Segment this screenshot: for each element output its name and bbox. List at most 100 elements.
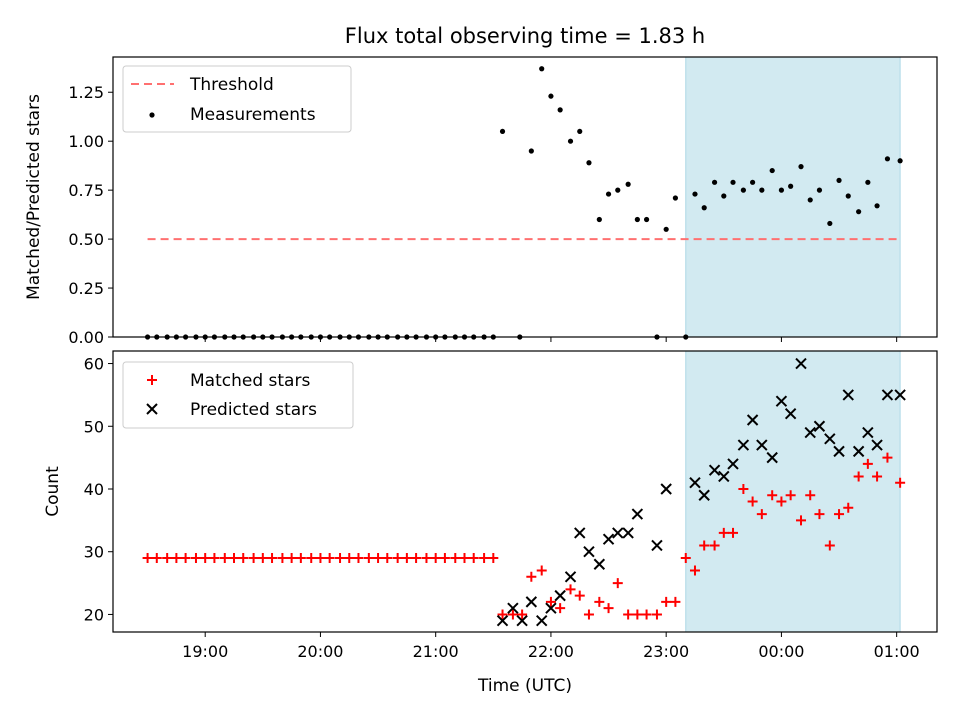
matched-star-point — [151, 552, 162, 563]
matched-star-point — [209, 552, 220, 563]
measurement-point — [625, 181, 631, 187]
matched-star-point — [401, 552, 412, 563]
predicted-star-point — [689, 477, 701, 489]
matched-star-point — [439, 552, 450, 563]
predicted-star-point — [602, 533, 615, 545]
predicted-star-point — [871, 439, 883, 451]
measurement-point — [615, 187, 621, 193]
measurement-point — [539, 66, 545, 72]
predicted-star-point — [631, 508, 644, 520]
matched-star-point — [862, 458, 873, 469]
measurement-point — [769, 167, 775, 174]
measurement-point — [807, 197, 813, 203]
measurement-point — [759, 187, 765, 193]
matched-star-point — [295, 552, 306, 563]
matched-star-point — [536, 565, 547, 576]
measurement-point — [897, 158, 903, 164]
matched-star-point — [776, 496, 787, 507]
matched-star-point — [459, 552, 470, 563]
predicted-star-point — [842, 389, 854, 401]
measurement-point — [816, 187, 823, 193]
matched-star-point — [583, 609, 594, 620]
y-tick-label: 40 — [84, 480, 104, 499]
measurement-point — [836, 177, 842, 183]
matched-star-point — [747, 496, 758, 507]
matched-star-point — [421, 552, 432, 563]
x-tick-label: 00:00 — [758, 642, 804, 661]
predicted-star-point — [660, 483, 672, 495]
measurement-point — [663, 226, 669, 232]
predicted-star-point — [525, 596, 538, 608]
matched-star-point — [267, 552, 278, 563]
predicted-star-point — [813, 420, 826, 432]
legend-matched-swatch — [147, 375, 157, 385]
predicted-star-point — [804, 426, 816, 439]
measurement-point — [711, 179, 718, 185]
matched-star-point — [824, 540, 835, 551]
matched-star-point — [843, 502, 854, 513]
matched-star-point — [718, 527, 729, 538]
matched-star-point — [709, 540, 720, 551]
x-tick-label: 20:00 — [297, 642, 343, 661]
measurement-point — [874, 203, 880, 209]
matched-star-point — [641, 609, 652, 620]
predicted-star-point — [775, 395, 788, 407]
matched-star-point — [612, 578, 623, 589]
matched-star-point — [238, 552, 249, 563]
matched-star-point — [651, 609, 662, 620]
matched-star-point — [468, 552, 479, 563]
matched-star-point — [507, 609, 518, 620]
matched-star-point — [411, 552, 422, 563]
matched-star-point — [286, 552, 297, 563]
highlight-span — [685, 56, 901, 338]
measurement-point — [721, 193, 727, 199]
predicted-star-point — [516, 615, 528, 627]
matched-star-point — [219, 552, 230, 563]
predicted-star-point — [564, 571, 577, 583]
matched-star-point — [895, 477, 906, 488]
matched-star-point — [632, 609, 643, 620]
matched-star-point — [392, 552, 403, 563]
matched-star-point — [180, 552, 191, 563]
matched-star-point — [555, 603, 566, 614]
predicted-star-point — [574, 527, 586, 539]
measurement-point — [827, 220, 833, 227]
matched-star-point — [382, 552, 393, 563]
measurement-point — [798, 164, 804, 170]
x-tick-label: 22:00 — [528, 642, 574, 661]
measurement-point — [788, 183, 794, 189]
measurement-point — [499, 128, 506, 135]
matched-star-point — [661, 596, 672, 607]
matched-star-point — [728, 527, 739, 538]
matched-star-point — [190, 552, 201, 563]
y-axis-label: Matched/Predicted stars — [24, 94, 44, 300]
legend-predicted-swatch — [146, 403, 158, 415]
matched-star-point — [517, 609, 528, 620]
measurement-point — [856, 209, 862, 215]
measurement-point — [643, 216, 650, 223]
predicted-star-point — [756, 439, 768, 451]
predicted-star-point — [746, 414, 759, 426]
matched-star-point — [805, 490, 816, 501]
measurement-point — [701, 205, 707, 211]
predicted-star-point — [554, 589, 566, 602]
y-tick-label: 0.25 — [68, 279, 104, 298]
matched-star-point — [699, 540, 710, 551]
matched-star-point — [479, 552, 490, 563]
predicted-star-point — [824, 433, 836, 445]
matched-star-point — [257, 552, 268, 563]
measurement-point — [845, 193, 851, 199]
matched-star-point — [324, 552, 335, 563]
matched-star-point — [450, 552, 461, 563]
y-tick-label: 50 — [84, 417, 104, 436]
matched-star-point — [796, 515, 807, 526]
predicted-star-point — [862, 426, 874, 439]
predicted-star-point — [622, 527, 634, 539]
matched-star-point — [171, 552, 182, 563]
legend: Threshold Measurements — [122, 65, 352, 133]
measurement-point — [865, 179, 871, 185]
measurement-point — [586, 160, 592, 166]
matched-star-point — [142, 552, 153, 563]
predicted-star-point — [583, 546, 595, 558]
matched-star-point — [623, 609, 634, 620]
